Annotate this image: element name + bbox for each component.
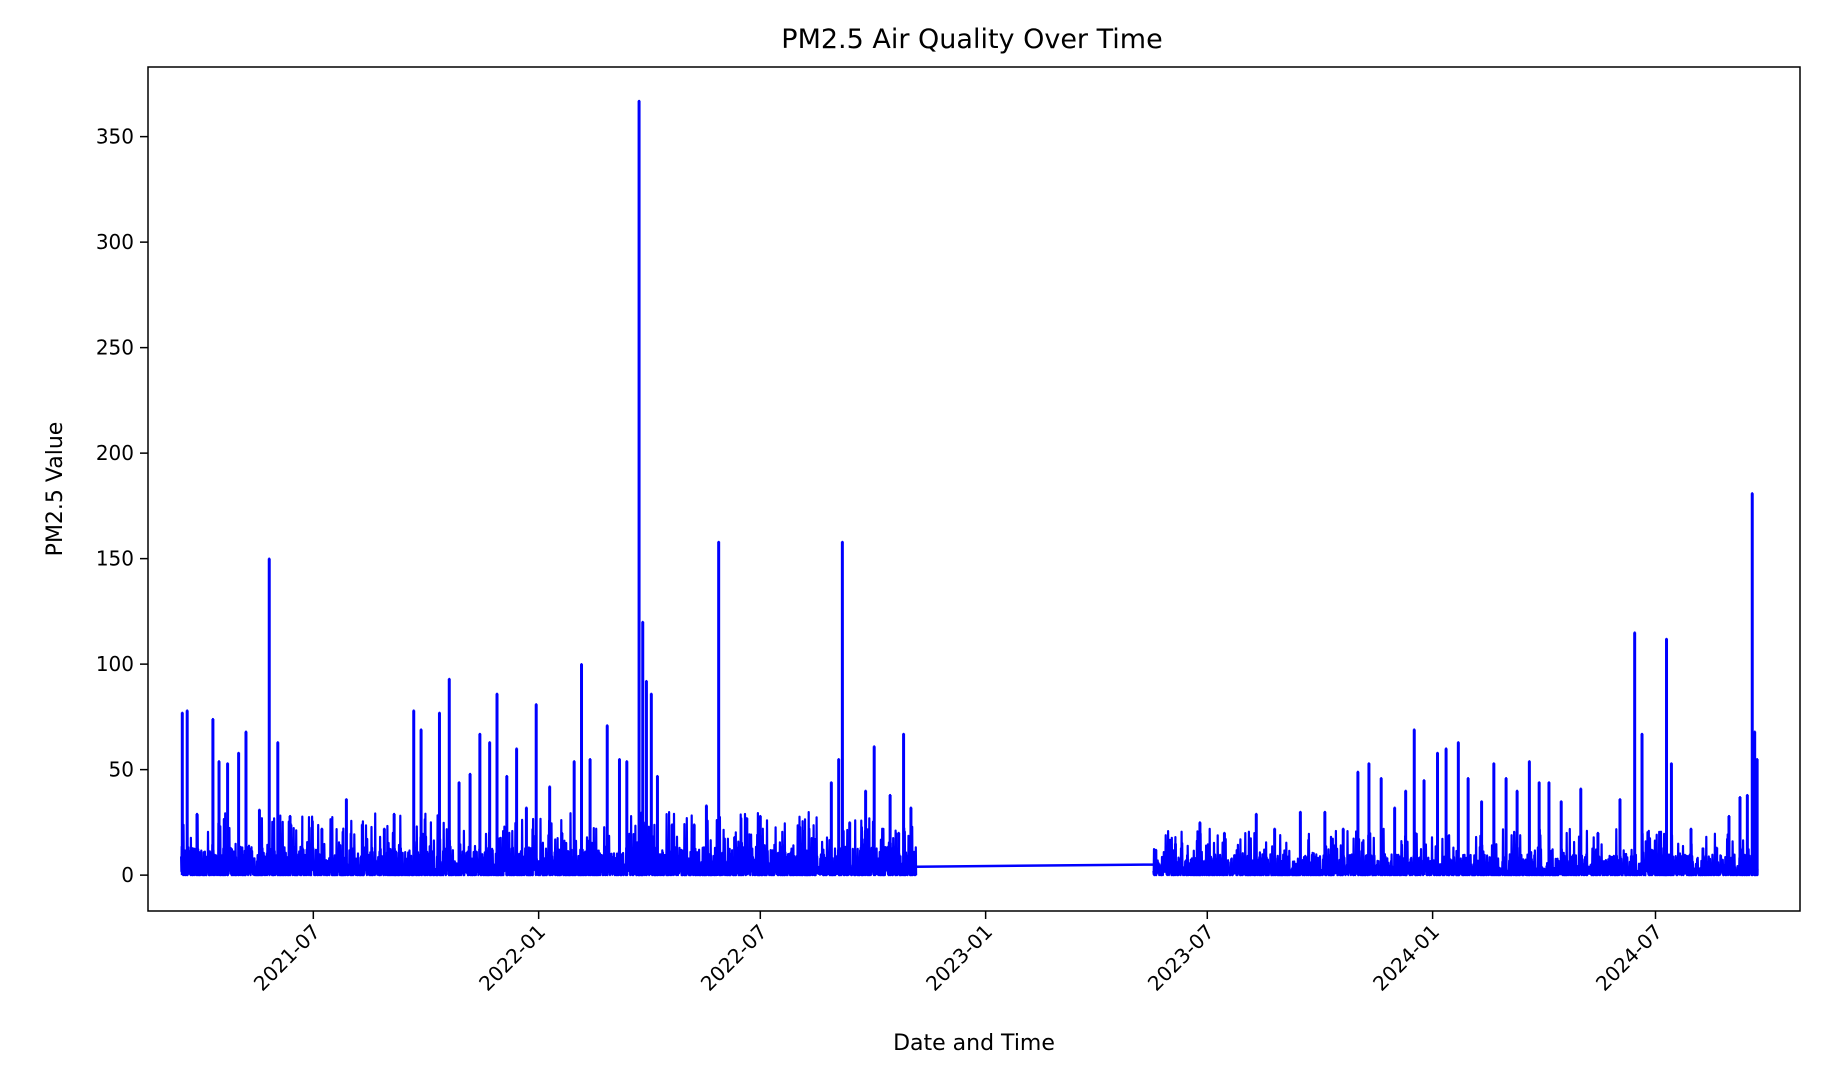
- y-tick-label: 50: [109, 758, 134, 782]
- plot-area: [180, 99, 1759, 877]
- y-tick-label: 0: [121, 863, 134, 887]
- y-axis-label: PM2.5 Value: [43, 422, 68, 557]
- series-segment-1: [180, 99, 918, 877]
- x-tick-label: 2021-07: [249, 920, 325, 996]
- x-tick-label: 2022-01: [474, 920, 550, 996]
- x-tick-label: 2024-07: [1591, 920, 1667, 996]
- y-tick-label: 250: [96, 336, 134, 360]
- y-tick-label: 300: [96, 230, 134, 254]
- y-axis: 0 50 100 150 200 250 300 350: [96, 125, 148, 887]
- y-tick-label: 350: [96, 125, 134, 149]
- y-tick-label: 200: [96, 441, 134, 465]
- series-gap-line: [915, 863, 1154, 868]
- x-axis-label: Date and Time: [893, 1031, 1055, 1056]
- x-axis: 2021-07 2022-01 2022-07 2023-01 2023-07 2024-…: [249, 911, 1667, 996]
- y-tick-label: 150: [96, 547, 134, 571]
- x-tick-label: 2022-07: [696, 920, 772, 996]
- x-tick-label: 2023-07: [1143, 920, 1219, 996]
- chart-title: PM2.5 Air Quality Over Time: [781, 24, 1162, 55]
- y-tick-label: 100: [96, 652, 134, 676]
- plot-frame: [147, 66, 1801, 912]
- x-tick-label: 2023-01: [921, 920, 997, 996]
- x-tick-label: 2024-01: [1368, 920, 1444, 996]
